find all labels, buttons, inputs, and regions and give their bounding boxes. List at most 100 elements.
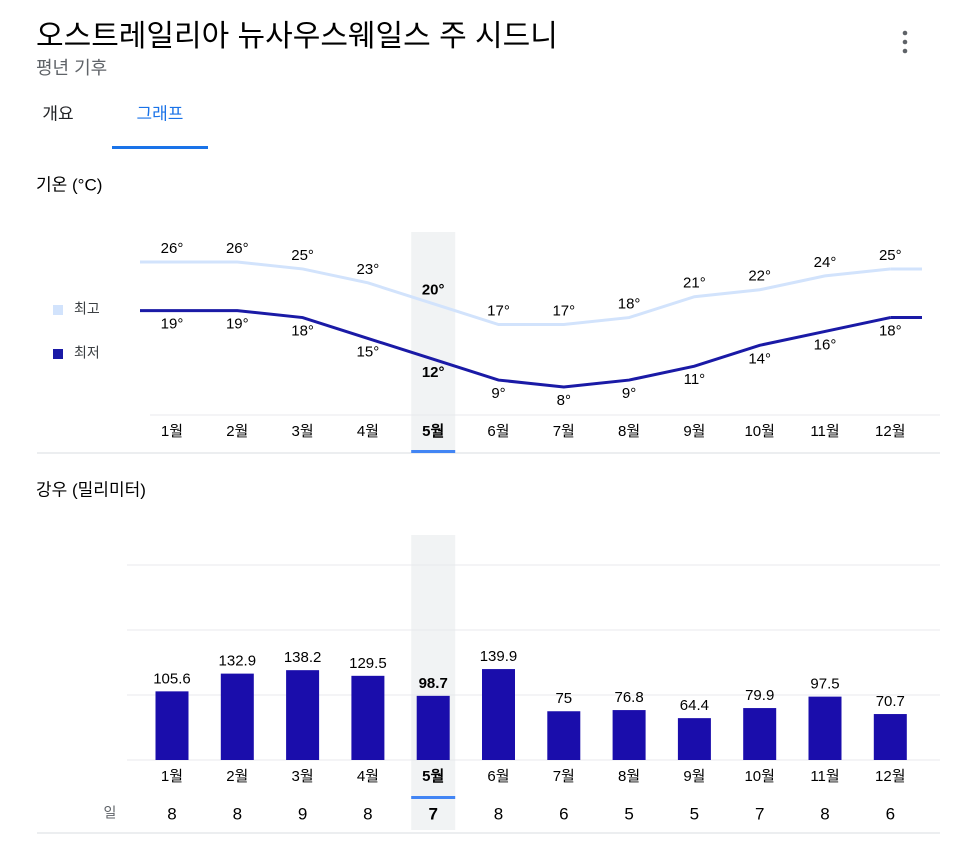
subtitle: 평년 기후 — [36, 58, 107, 78]
value-label: 24° — [814, 254, 837, 271]
selected-indicator — [411, 796, 456, 799]
value-label: 26° — [161, 240, 184, 257]
bar — [220, 673, 254, 760]
value-label: 76.8 — [614, 689, 643, 706]
bar — [482, 669, 515, 760]
value-label: 79.9 — [745, 687, 774, 704]
value-label: 11° — [684, 371, 706, 388]
bar — [808, 696, 842, 760]
bar — [286, 670, 320, 760]
x-tick-label: 11월 — [810, 423, 839, 440]
days-value: 8 — [820, 804, 829, 823]
value-label: 23° — [357, 261, 380, 278]
value-label: 19° — [226, 316, 249, 333]
x-tick-label: 9월 — [683, 768, 705, 785]
value-label: 138.2 — [284, 649, 322, 666]
section-title: 강우 (밀리미터) — [36, 480, 146, 499]
x-tick-label: 3월 — [292, 768, 314, 785]
value-label: 14° — [748, 350, 771, 367]
selected-band — [411, 232, 456, 453]
x-tick-label: 6월 — [487, 768, 509, 785]
bar — [416, 695, 450, 760]
menu-button[interactable] — [902, 30, 908, 54]
bar — [873, 714, 907, 760]
value-label: 129.5 — [349, 655, 387, 672]
days-value: 6 — [886, 804, 895, 823]
legend-swatch — [53, 305, 63, 315]
value-label: 64.4 — [680, 697, 709, 714]
value-label: 15° — [357, 343, 380, 360]
title: 오스트레일리아 뉴사우스웨일스 주 시드니 — [36, 20, 558, 53]
x-tick-label: 10월 — [744, 423, 775, 440]
bar — [612, 710, 646, 760]
days-value: 6 — [559, 804, 568, 823]
value-label: 18° — [879, 323, 902, 340]
x-tick-label: 5월 — [422, 423, 444, 440]
bar — [155, 691, 189, 760]
value-label: 22° — [748, 268, 771, 285]
x-tick-label: 4월 — [357, 768, 379, 785]
bar — [547, 711, 581, 760]
bar — [743, 708, 777, 760]
tab[interactable]: 개요 — [42, 104, 73, 123]
value-label: 70.7 — [876, 693, 905, 710]
x-tick-label: 7월 — [553, 423, 575, 440]
x-tick-label: 8월 — [618, 423, 640, 440]
x-tick-label: 2월 — [226, 423, 248, 440]
value-label: 25° — [879, 247, 902, 264]
section-title: 기온 (°C) — [36, 175, 102, 194]
value-label: 18° — [291, 323, 314, 340]
value-label: 98.7 — [419, 675, 448, 692]
x-tick-label: 1월 — [161, 768, 183, 785]
days-value: 8 — [167, 804, 176, 823]
x-tick-label: 4월 — [357, 423, 379, 440]
days-label: 일 — [104, 805, 117, 821]
temp-line — [172, 309, 891, 389]
days-value: 7 — [428, 804, 437, 823]
value-label: 139.9 — [480, 648, 518, 665]
value-label: 18° — [618, 296, 641, 313]
value-label: 75 — [555, 690, 572, 707]
x-tick-label: 3월 — [292, 423, 314, 440]
value-label: 17° — [552, 302, 575, 319]
bar — [677, 718, 711, 760]
value-label: 20° — [422, 282, 445, 299]
value-label: 26° — [226, 240, 249, 257]
selected-indicator — [411, 450, 456, 453]
days-value: 5 — [690, 804, 699, 823]
legend-label: 최저 — [74, 345, 100, 361]
x-tick-label: 11월 — [810, 768, 839, 785]
value-label: 17° — [487, 302, 510, 319]
value-label: 8° — [557, 392, 571, 409]
legend-label: 최고 — [74, 301, 100, 317]
days-value: 9 — [298, 804, 307, 823]
bar — [351, 675, 385, 760]
value-label: 19° — [161, 316, 184, 333]
value-label: 21° — [683, 275, 706, 292]
days-value: 5 — [624, 804, 633, 823]
temp-line — [172, 260, 891, 326]
value-label: 105.6 — [153, 670, 191, 687]
value-label: 9° — [491, 385, 505, 402]
days-value: 8 — [363, 804, 372, 823]
x-tick-label: 10월 — [744, 768, 775, 785]
x-tick-label: 5월 — [422, 768, 444, 785]
days-value: 7 — [755, 804, 764, 823]
selected-band — [411, 535, 456, 830]
value-label: 16° — [814, 336, 837, 353]
value-label: 12° — [422, 364, 445, 381]
value-label: 97.5 — [810, 676, 839, 693]
x-tick-label: 2월 — [226, 768, 248, 785]
tab[interactable]: 그래프 — [137, 104, 184, 123]
value-label: 132.9 — [219, 653, 257, 670]
days-value: 8 — [233, 804, 242, 823]
x-tick-label: 8월 — [618, 768, 640, 785]
x-tick-label: 1월 — [161, 423, 183, 440]
x-tick-label: 9월 — [683, 423, 705, 440]
days-value: 8 — [494, 804, 503, 823]
x-tick-label: 12월 — [875, 768, 906, 785]
x-tick-label: 7월 — [553, 768, 575, 785]
x-tick-label: 6월 — [487, 423, 509, 440]
value-label: 9° — [622, 385, 636, 402]
